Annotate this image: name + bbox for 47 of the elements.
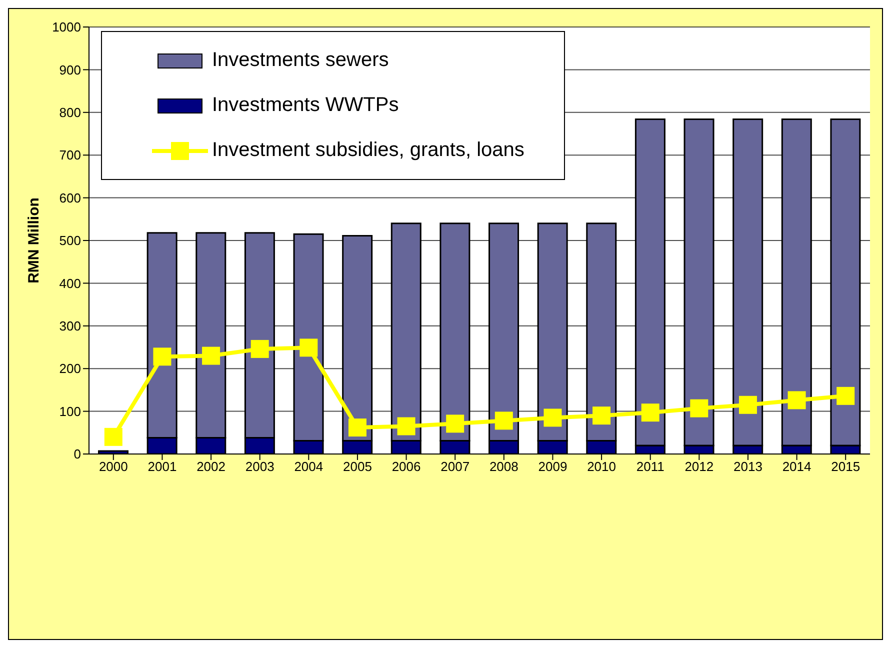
x-tick-label: 2001 [148,459,177,474]
point [446,414,464,433]
x-tick-label: 2010 [587,459,616,474]
legend-label: Investments sewers [212,49,389,72]
point [544,408,562,427]
y-tick-label: 1000 [52,20,81,35]
point [300,338,318,357]
point [592,406,611,425]
y-tick-label: 100 [59,404,81,419]
x-tick-label: 2002 [196,459,226,474]
x-tick-label: 2013 [734,459,762,474]
point [641,404,660,422]
x-tick-label: 2011 [636,459,664,474]
legend-label: Investments WWTPs [212,94,399,117]
y-axis-title: RMN Million [25,198,42,284]
x-tick-label: 2015 [831,459,860,474]
point [690,399,708,418]
point [738,396,757,414]
point [836,386,855,405]
x-tick-label: 2003 [245,459,274,474]
point [397,417,416,436]
y-tick-label: 800 [59,105,81,120]
x-tick-label: 2014 [782,459,812,474]
point [494,412,513,430]
legend-label: Investment subsidies, grants, loans [212,139,524,162]
point [250,340,269,358]
point [104,428,122,446]
y-tick-label: 600 [59,190,81,206]
point [788,391,806,410]
x-tick-label: 2006 [392,459,421,474]
x-tick-label: 2005 [343,459,372,474]
point [348,418,366,437]
x-tick-label: 2004 [294,459,324,474]
y-tick-label: 0 [74,446,81,462]
y-tick-label: 300 [59,318,81,334]
y-tick-label: 500 [59,233,81,248]
x-tick-label: 2007 [440,459,470,474]
x-tick-label: 2008 [489,459,518,474]
y-tick-label: 900 [59,62,81,78]
y-tick-label: 400 [59,276,81,291]
y-tick-label: 700 [59,148,81,163]
x-tick-label: 2000 [98,459,128,474]
point [153,348,172,366]
x-tick-label: 2009 [538,459,568,474]
point [202,346,220,365]
x-tick-label: 2012 [684,459,714,474]
y-tick-label: 200 [59,361,81,376]
